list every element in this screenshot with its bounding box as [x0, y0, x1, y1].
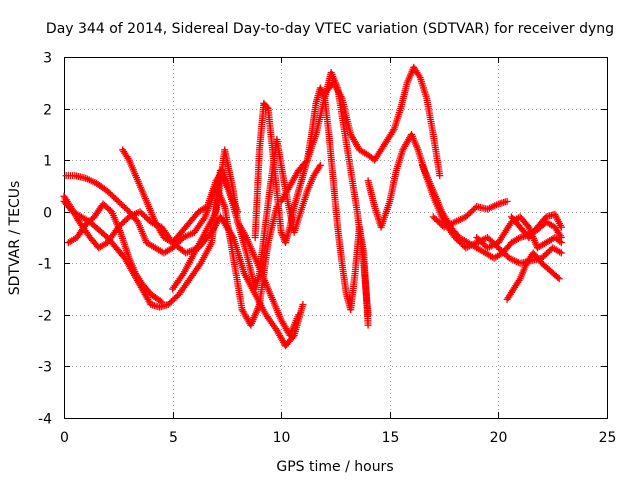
- series-arc-13: [473, 213, 565, 252]
- series-arc-11: [418, 161, 565, 267]
- y-tick-label: -1: [38, 257, 52, 273]
- data-point: [316, 161, 324, 169]
- series-arc-14: [503, 249, 563, 303]
- data-point: [156, 297, 164, 305]
- x-tick-label: 0: [60, 430, 69, 446]
- data-point: [295, 311, 303, 319]
- data-point: [364, 311, 372, 319]
- y-tick-label: -4: [38, 412, 52, 428]
- data-point: [158, 298, 166, 306]
- data-point: [436, 172, 444, 180]
- data-point: [503, 197, 511, 205]
- data-point: [555, 275, 563, 283]
- series-arc-4: [64, 200, 166, 306]
- data-point: [556, 237, 564, 245]
- data-point: [364, 321, 372, 329]
- y-tick-label: -3: [38, 360, 52, 376]
- y-tick-label: 2: [43, 103, 52, 119]
- y-axis-label: SDTVAR / TECUs: [7, 181, 23, 296]
- series-arc-15: [507, 210, 565, 241]
- x-tick-label: 10: [273, 430, 291, 446]
- y-tick-label: 3: [43, 51, 52, 67]
- x-tick-label: 25: [599, 430, 617, 446]
- x-tick-label: 5: [169, 430, 178, 446]
- y-tick-label: 0: [43, 206, 52, 222]
- series-arc-7: [251, 84, 372, 329]
- data-point: [299, 301, 307, 309]
- series-arc-8: [277, 68, 372, 319]
- data-point: [554, 273, 562, 281]
- data-point: [263, 103, 271, 111]
- series-arc-9: [321, 63, 444, 180]
- series-arc-12: [429, 197, 511, 231]
- data-point: [557, 239, 565, 247]
- axis-ticks: 0 5 10 15 20 25 -4 -3 -2 -1 0 1 2 3: [38, 51, 616, 447]
- data-point: [557, 223, 565, 231]
- chart-title: Day 344 of 2014, Sidereal Day-to-day VTE…: [46, 21, 614, 37]
- data-points: [60, 63, 565, 350]
- x-tick-label: 15: [382, 430, 400, 446]
- x-axis-label: GPS time / hours: [276, 459, 393, 475]
- x-tick-label: 20: [490, 430, 508, 446]
- data-point: [557, 249, 565, 257]
- y-tick-label: 1: [43, 154, 52, 170]
- plot-frame: [64, 57, 608, 419]
- y-tick-label: -2: [38, 309, 52, 325]
